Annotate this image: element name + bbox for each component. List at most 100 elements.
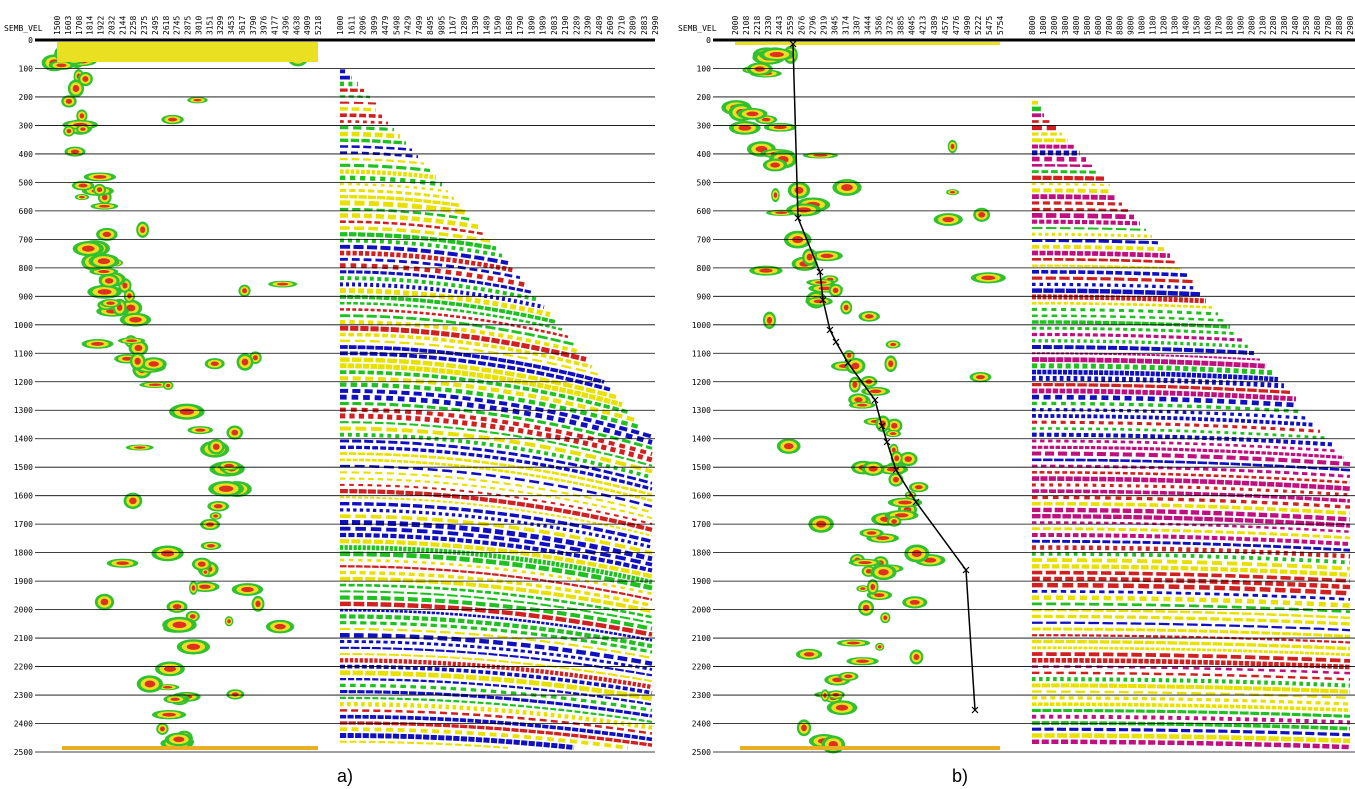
semblance-blob xyxy=(803,652,815,657)
gather-event xyxy=(340,445,653,491)
semblance-band xyxy=(740,746,1000,750)
gather-event xyxy=(1032,714,1351,725)
offset-tick-label: 1611 xyxy=(347,16,356,35)
semblance-blob xyxy=(276,282,289,286)
offset-tick-label: 3099 xyxy=(370,16,379,35)
time-label: 2200 xyxy=(14,663,33,672)
gather-event xyxy=(340,733,575,750)
gather-event xyxy=(1032,665,1351,675)
gather-event xyxy=(340,370,629,415)
gather-event xyxy=(340,244,509,265)
offset-tick-label: 8000 xyxy=(1028,16,1037,35)
semblance-blob xyxy=(162,686,173,689)
gather-event xyxy=(339,539,653,579)
gather-event xyxy=(1032,614,1351,626)
semblance-blob xyxy=(976,375,985,380)
gather-event xyxy=(1032,521,1351,533)
gather-event xyxy=(340,640,653,671)
semblance-blob xyxy=(796,207,811,213)
semblance-blob xyxy=(950,143,955,150)
velocity-tick-label: 2375 xyxy=(140,16,149,35)
gather-event xyxy=(1032,282,1195,290)
time-label: 2500 xyxy=(692,748,711,757)
time-label: 2200 xyxy=(692,663,711,672)
semblance-blob xyxy=(224,463,234,468)
velocity-tick-label: 2796 xyxy=(808,16,817,35)
time-label: 2100 xyxy=(14,634,33,643)
axis-title: SEMB_VEL xyxy=(678,24,717,33)
semblance-blob xyxy=(846,353,852,358)
semblance-blob xyxy=(823,693,827,698)
gather-event xyxy=(340,532,653,573)
gather-event xyxy=(340,614,653,649)
gather-event xyxy=(339,413,653,463)
semblance-blob xyxy=(242,288,247,294)
semblance-blob xyxy=(170,697,180,701)
gather-event xyxy=(340,514,653,555)
semblance-blob xyxy=(841,184,853,191)
velocity-tick-label: 2032 xyxy=(107,16,116,35)
semblance-blob xyxy=(106,301,115,305)
semblance-blob xyxy=(140,226,146,233)
time-label: 1100 xyxy=(692,349,711,358)
semblance-blob xyxy=(775,211,788,215)
offset-tick-label: 2780 xyxy=(1324,16,1333,35)
semblance-blob xyxy=(129,497,137,505)
time-label: 1700 xyxy=(14,520,33,529)
gather-event xyxy=(340,151,419,159)
gather-event xyxy=(340,608,653,642)
velocity-pick xyxy=(819,296,827,304)
semblance-band xyxy=(57,42,318,62)
offset-tick-label: 1880 xyxy=(1225,16,1234,35)
gather-event xyxy=(1032,570,1351,583)
gather-event xyxy=(340,696,653,723)
velocity-pick xyxy=(883,438,891,446)
gather-event xyxy=(340,332,593,369)
offset-tick-label: 1280 xyxy=(1160,16,1169,35)
time-label: 600 xyxy=(697,207,712,216)
semblance-blob xyxy=(102,231,112,238)
gather-event xyxy=(340,658,653,690)
gather-event xyxy=(1032,708,1351,718)
gather-event xyxy=(1032,476,1351,492)
gather-event xyxy=(340,677,653,706)
offset-tick-label: 2880 xyxy=(1335,16,1344,35)
gather-event xyxy=(339,576,653,614)
semblance-blob xyxy=(911,549,922,558)
gather-event xyxy=(340,169,437,180)
time-label: 1600 xyxy=(692,492,711,501)
offset-tick-label: 2809 xyxy=(629,16,638,35)
semblance-blob xyxy=(148,383,162,387)
semblance-blob xyxy=(134,344,143,352)
gather-event xyxy=(339,558,653,596)
offset-tick-label: 2680 xyxy=(1313,16,1322,35)
velocity-tick-label: 5222 xyxy=(974,16,983,35)
offset-tick-label: 8800 xyxy=(1116,16,1125,35)
offset-tick-label: 2480 xyxy=(1291,16,1300,35)
semblance-blob xyxy=(794,186,804,194)
gather-event xyxy=(1032,219,1141,226)
time-label: 200 xyxy=(19,93,34,102)
time-label: 1500 xyxy=(14,463,33,472)
gather-event xyxy=(340,308,569,339)
gather-event xyxy=(1032,164,1093,168)
time-label: 500 xyxy=(19,178,34,187)
semblance-blob xyxy=(159,726,165,732)
time-label: 700 xyxy=(697,235,712,244)
time-label: 0 xyxy=(28,36,33,45)
gather-event xyxy=(1032,188,1111,194)
semblance-blob xyxy=(801,724,807,732)
semblance-blob xyxy=(820,253,834,258)
semblance-blob xyxy=(144,680,156,688)
semblance-blob xyxy=(93,175,107,179)
gather-event xyxy=(339,232,497,251)
gather-event xyxy=(1032,375,1285,389)
gather-event xyxy=(340,421,653,467)
semblance-blob xyxy=(274,623,286,630)
offset-tick-label: 2710 xyxy=(617,16,626,35)
velocity-tick-label: 2218 xyxy=(753,16,762,35)
semblance-blob xyxy=(949,190,956,194)
gather-event xyxy=(1032,175,1105,181)
velocity-pick xyxy=(871,396,879,404)
offset-tick-label: 1580 xyxy=(1192,16,1201,35)
